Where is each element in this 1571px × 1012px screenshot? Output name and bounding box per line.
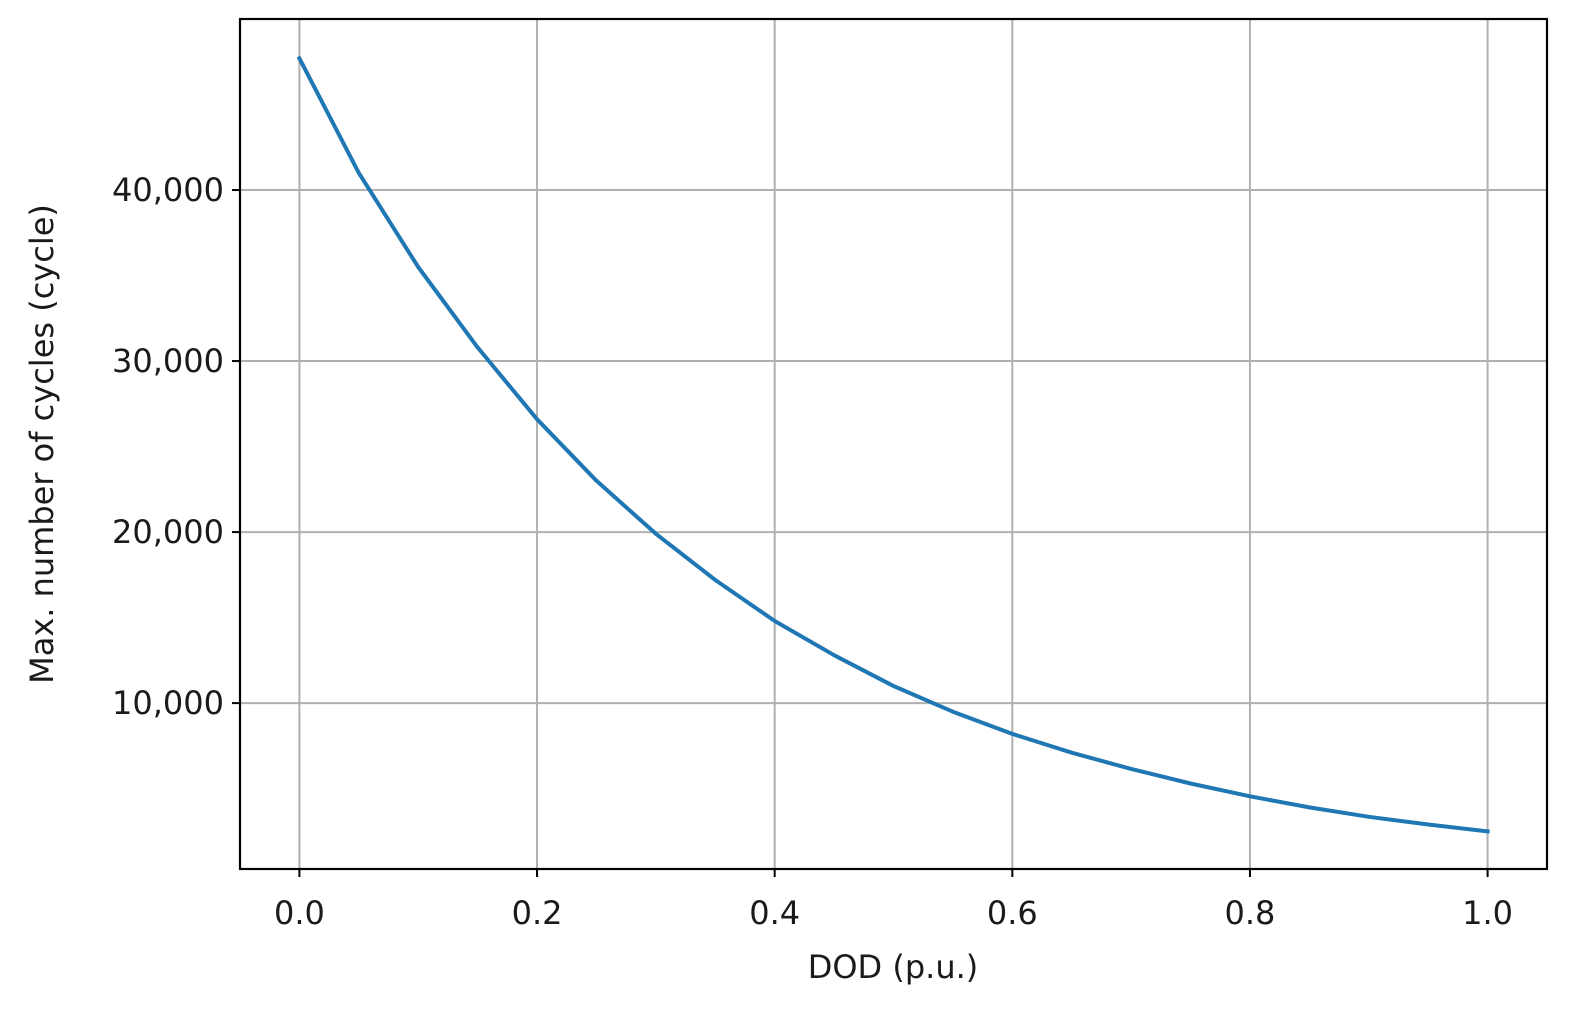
y-tick-label: 30,000 [112,342,224,380]
x-axis-label: DOD (p.u.) [808,948,979,986]
x-tick-label: 0.4 [749,894,800,932]
series-layer [296,55,1490,834]
x-tick-label: 1.0 [1462,894,1513,932]
y-tick-label: 20,000 [112,513,224,551]
x-tick-label: 0.6 [987,894,1038,932]
x-tick-label: 0.8 [1225,894,1276,932]
y-tick-label: 40,000 [112,171,224,209]
series-line-0 [296,55,1490,834]
x-tick-label: 0.2 [512,894,563,932]
grid [240,19,1547,869]
x-tick-label: 0.0 [274,894,325,932]
plot-frame [238,17,1549,871]
y-tick-label: 10,000 [112,684,224,722]
ticks: 0.0 0.2 0.4 0.6 0.8 1.0 10,000 20,000 30,000 40,0… [112,171,1513,932]
y-axis-label: Max. number of cycles (cycle) [23,204,61,684]
